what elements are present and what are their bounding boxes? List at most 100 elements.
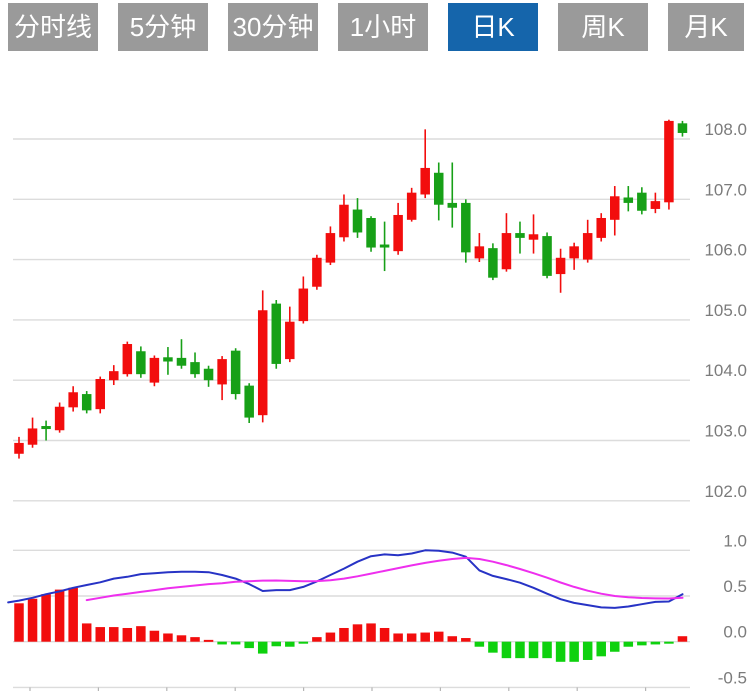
macd-histogram-bar — [474, 641, 485, 647]
macd-histogram-bar — [447, 636, 458, 642]
macd-dif-line — [7, 549, 684, 609]
candle-body — [623, 197, 634, 203]
macd-histogram-bar — [176, 635, 187, 642]
candle-body — [474, 246, 485, 259]
macd-histogram-bar — [664, 641, 674, 644]
macd-histogram-bar — [461, 638, 471, 642]
tab-period-4-active[interactable]: 日K — [448, 3, 538, 51]
candle-body — [136, 351, 146, 375]
candle-body — [230, 350, 241, 395]
candle-body — [610, 196, 620, 220]
candle-body — [596, 217, 606, 238]
tab-period-5[interactable]: 周K — [558, 3, 648, 51]
candle-body — [569, 246, 579, 259]
macd-histogram-bar — [393, 633, 403, 642]
tab-period-1[interactable]: 5分钟 — [118, 3, 208, 51]
candle-body — [312, 257, 322, 287]
candle-body — [285, 321, 295, 360]
candle-body — [257, 310, 268, 416]
candle-body — [352, 209, 363, 233]
candle-body — [379, 244, 390, 248]
candle-body — [501, 233, 512, 270]
candle-body — [27, 428, 38, 445]
candle-body — [149, 357, 160, 383]
price-axis-tick-label: 108.0 — [704, 120, 747, 139]
macd-histogram-bar — [406, 633, 417, 642]
macd-histogram-bar — [230, 641, 241, 645]
macd-axis-tick-label: 1.0 — [723, 531, 747, 550]
macd-axis-tick-label: -0.5 — [718, 668, 747, 687]
candle-body — [298, 288, 309, 322]
macd-histogram-bar — [528, 641, 539, 659]
macd-dea-line — [85, 556, 684, 602]
price-axis-tick-label: 105.0 — [704, 301, 747, 320]
macd-histogram-bar — [271, 641, 282, 647]
candle-body — [339, 204, 349, 238]
macd-histogram-bar — [677, 636, 688, 642]
macd-histogram-bar — [14, 603, 24, 642]
macd-histogram-bar — [203, 639, 214, 642]
macd-histogram-bar — [366, 623, 376, 642]
macd-axis-tick-label: 0.5 — [723, 577, 747, 596]
candle-body — [81, 394, 92, 411]
candle-body — [122, 344, 133, 375]
candle-body — [664, 120, 674, 203]
macd-histogram-bar — [569, 641, 579, 662]
period-tabbar: 分时线 5分钟 30分钟 1小时 日K 周K 月K — [0, 0, 754, 60]
macd-histogram-bar — [515, 641, 525, 659]
candle-body — [542, 236, 552, 276]
macd-histogram-bar — [217, 641, 227, 645]
macd-histogram-bar — [27, 598, 38, 642]
candle-body — [677, 123, 688, 133]
candle-body — [176, 357, 187, 366]
candle-body — [393, 214, 403, 252]
candle-body — [555, 257, 566, 275]
tab-period-0[interactable]: 分时线 — [8, 3, 98, 51]
macd-histogram-bar — [312, 637, 322, 642]
macd-histogram-bar — [555, 641, 566, 662]
macd-histogram-bar — [596, 641, 606, 657]
macd-histogram-bar — [582, 641, 593, 660]
price-axis-tick-label: 103.0 — [704, 422, 747, 441]
macd-histogram-bar — [122, 627, 133, 642]
macd-histogram-bar — [136, 626, 146, 642]
candle-body — [528, 234, 539, 240]
macd-histogram-bar — [501, 641, 512, 659]
candle-body — [433, 172, 444, 205]
candle-body — [163, 357, 173, 362]
macd-histogram-bar — [623, 641, 634, 647]
candle-body — [488, 248, 498, 278]
macd-histogram-bar — [650, 641, 661, 645]
macd-histogram-bar — [95, 627, 105, 642]
macd-histogram-bar — [352, 624, 363, 642]
candle-body — [582, 233, 593, 260]
tab-period-3[interactable]: 1小时 — [338, 3, 428, 51]
candle-body — [515, 233, 525, 238]
candle-body — [203, 368, 214, 381]
candle-body — [366, 217, 376, 248]
macd-histogram-bar — [542, 641, 552, 659]
macd-histogram-bar — [298, 641, 309, 644]
candle-body — [461, 202, 471, 253]
macd-histogram-bar — [379, 627, 390, 642]
macd-histogram-bar — [190, 637, 200, 642]
candle-body — [217, 359, 227, 385]
tab-period-2[interactable]: 30分钟 — [228, 3, 318, 51]
macd-histogram-bar — [610, 641, 620, 652]
macd-histogram-bar — [109, 627, 119, 642]
macd-histogram-bar — [433, 631, 444, 642]
price-axis-tick-label: 102.0 — [704, 482, 747, 501]
macd-histogram-bar — [149, 630, 160, 642]
candle-body — [54, 406, 65, 431]
macd-histogram-bar — [81, 623, 92, 642]
candle-body — [109, 371, 119, 381]
candle-body — [420, 167, 430, 195]
tab-period-6[interactable]: 月K — [668, 3, 744, 51]
price-axis-tick-label: 107.0 — [704, 180, 747, 199]
price-axis-tick-label: 104.0 — [704, 361, 747, 380]
candle-body — [637, 192, 647, 211]
price-axis-tick-label: 106.0 — [704, 241, 747, 260]
macd-histogram-bar — [68, 587, 78, 642]
